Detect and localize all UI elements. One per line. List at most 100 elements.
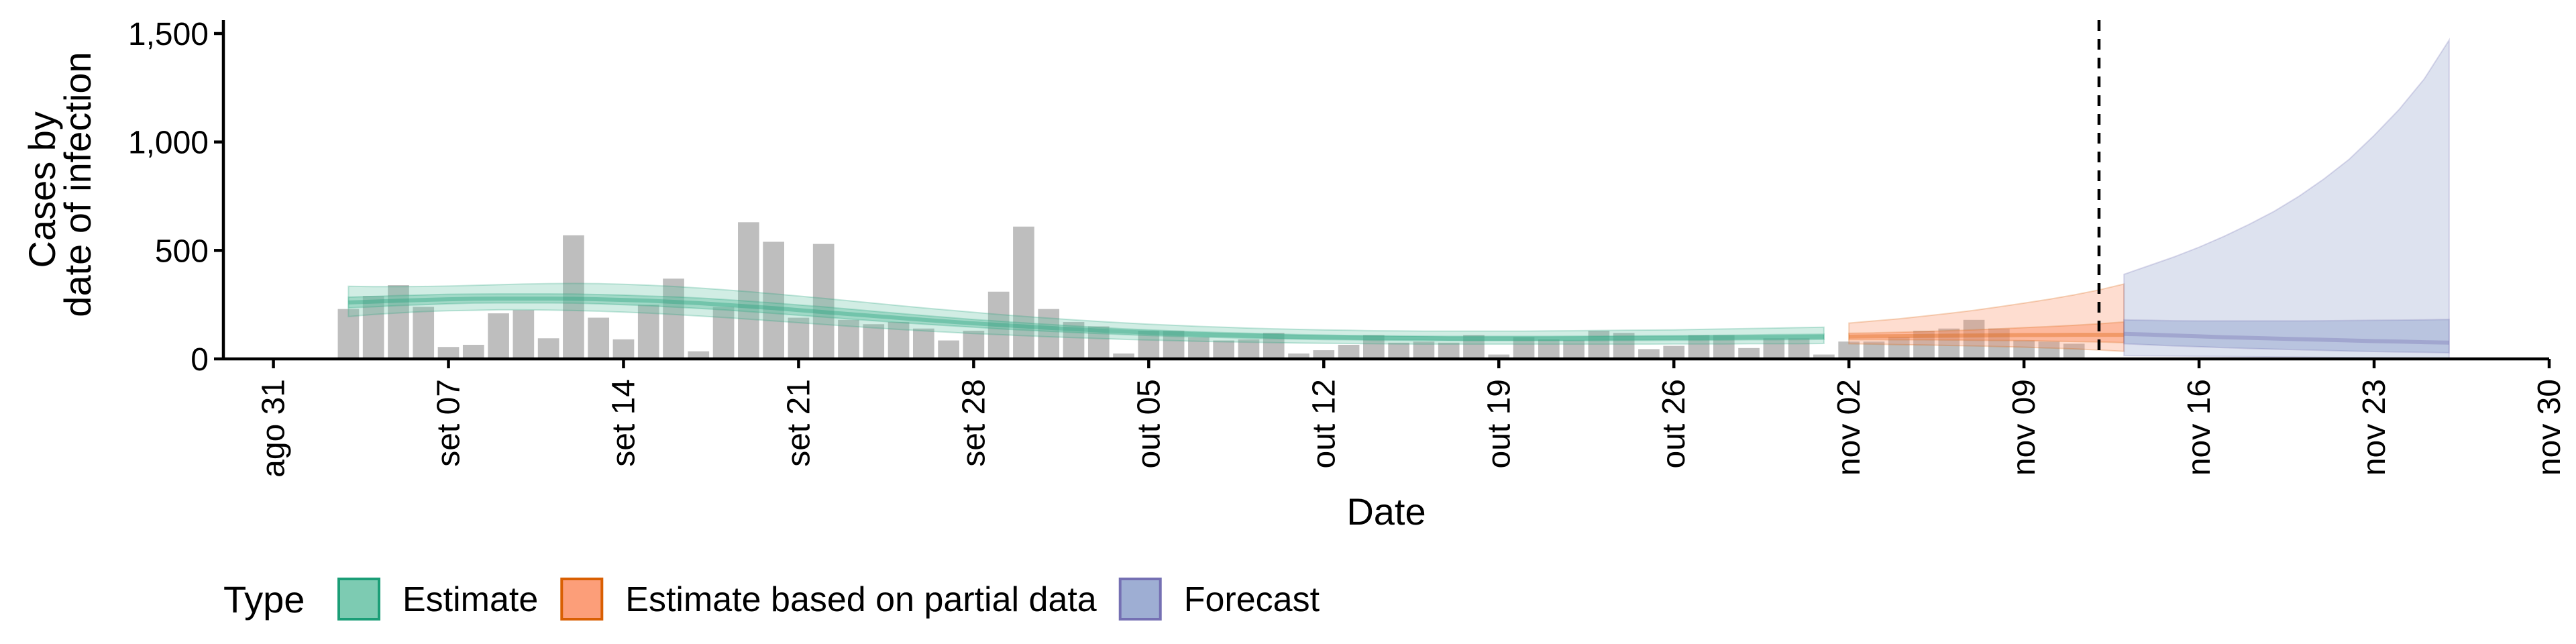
case-bar (712, 307, 735, 359)
case-bar (1988, 328, 2010, 359)
case-bar (938, 340, 959, 359)
case-bar (1388, 342, 1409, 359)
x-tick-label: out 19 (1481, 379, 1517, 468)
case-bar (1913, 330, 1935, 359)
y-tick-label: 0 (191, 342, 209, 378)
case-bar (337, 309, 360, 359)
legend: Type Estimate Estimate based on partial … (223, 578, 1320, 621)
case-bar (1963, 319, 1985, 359)
median-line-1 (1849, 333, 2125, 339)
case-bar (1063, 322, 1085, 359)
case-bar (1538, 339, 1560, 359)
case-bar (1488, 354, 1510, 359)
case-bar (513, 310, 535, 359)
legend-title: Type (223, 578, 305, 621)
x-tick-label: nov 09 (2006, 379, 2042, 476)
case-bar (1163, 330, 1185, 359)
case-bar (838, 319, 859, 359)
case-bar (1838, 341, 1860, 359)
case-bar (1413, 341, 1435, 359)
case-bar (663, 278, 684, 359)
case-bar (863, 324, 885, 359)
legend-key-estimate (337, 578, 380, 621)
case-bar (488, 313, 509, 359)
y-axis-title-line-1: Cases by (21, 111, 63, 268)
y-axis-title: Cases by date of infection (21, 52, 99, 317)
case-bar (362, 296, 384, 359)
case-bar (1763, 338, 1785, 359)
case-bars (337, 222, 2085, 359)
case-bar (1638, 349, 1660, 359)
case-bar (888, 322, 910, 359)
x-tick-label: set 21 (781, 379, 816, 467)
x-tick-label: set 14 (606, 379, 641, 467)
case-bar (812, 244, 835, 359)
case-bar (1788, 338, 1810, 359)
x-tick-label: out 05 (1131, 379, 1167, 468)
case-bar (912, 328, 934, 359)
case-bar (413, 307, 435, 359)
case-bar (1688, 335, 1710, 359)
legend-key-partial-estimate (560, 578, 604, 621)
case-bar (1288, 353, 1309, 359)
case-bar (537, 338, 559, 359)
case-bar (563, 235, 584, 359)
case-bar (1613, 333, 1635, 359)
case-bar (1238, 339, 1260, 359)
legend-label-forecast: Forecast (1184, 580, 1320, 619)
case-bar (1663, 345, 1685, 359)
band-inner-0 (347, 293, 1825, 341)
x-tick-label: out 12 (1306, 379, 1342, 468)
case-bar (637, 305, 659, 359)
x-axis: ago 31 set 07 set 14 set 21 set 28 out 05 out … (256, 359, 2567, 478)
legend-key-forecast (1118, 578, 1162, 621)
case-bar (462, 344, 484, 359)
x-tick-label: nov 23 (2357, 379, 2392, 476)
case-bar (1563, 340, 1585, 359)
case-bar (1438, 342, 1460, 359)
y-tick-label: 500 (155, 233, 209, 269)
case-bar (1938, 328, 1960, 359)
case-bar (612, 339, 635, 359)
x-tick-label: out 26 (1656, 379, 1692, 468)
x-tick-label: ago 31 (256, 379, 292, 478)
case-bar (987, 291, 1010, 359)
case-bar (1188, 337, 1210, 359)
case-bar (1338, 344, 1360, 359)
y-tick-label: 1,000 (128, 125, 209, 161)
case-bar (2038, 341, 2060, 359)
case-bar (588, 317, 610, 359)
case-bar (1113, 353, 1134, 359)
band-outer-1 (1848, 283, 2125, 352)
case-bar (1863, 341, 1885, 359)
median-line-0 (348, 297, 1824, 341)
case-bar (1738, 347, 1760, 359)
band-inner-2 (2123, 319, 2450, 354)
case-bar (1138, 330, 1160, 359)
legend-label-estimate: Estimate (402, 580, 538, 619)
case-bar (788, 317, 810, 359)
case-bar (1087, 326, 1110, 359)
case-bar (1263, 333, 1285, 359)
case-bar (1038, 309, 1060, 359)
x-axis-title: Date (1346, 490, 1426, 533)
case-bar (2013, 340, 2035, 359)
band-outer-2 (2123, 38, 2450, 360)
case-bar (1713, 335, 1735, 359)
case-bar (1588, 330, 1610, 359)
case-bar (963, 330, 985, 359)
case-bar (437, 347, 460, 359)
case-bar (1213, 340, 1235, 359)
case-bar (763, 241, 784, 359)
x-tick-label: nov 16 (2182, 379, 2217, 476)
x-tick-label: set 07 (431, 379, 467, 467)
x-tick-label: nov 30 (2532, 379, 2567, 476)
y-axis: 0 500 1,000 1,500 (128, 17, 223, 378)
case-bar (1888, 337, 1910, 359)
median-line-2 (2124, 331, 2449, 345)
case-bar (2063, 343, 2085, 359)
y-tick-label: 1,500 (128, 17, 209, 52)
case-bar (1363, 335, 1385, 359)
case-bar (388, 285, 409, 359)
